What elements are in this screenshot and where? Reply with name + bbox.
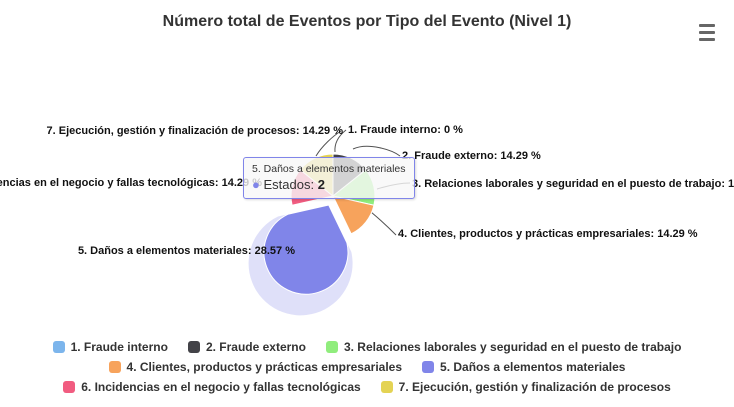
legend-row-1: 1. Fraude interno 2. Fraude externo 3. R… [0, 340, 734, 354]
datalabel-danos-materiales[interactable]: 5. Daños a elementos materiales: 28.57 % [77, 245, 295, 257]
hamburger-menu-icon [699, 38, 715, 41]
legend-row-2: 4. Clientes, productos y prácticas empre… [0, 360, 734, 374]
connector-slice-4 [370, 211, 397, 236]
legend-label: 3. Relaciones laborales y seguridad en e… [343, 340, 682, 354]
legend-label: 4. Clientes, productos y prácticas empre… [126, 360, 403, 374]
connector-slice-1 [334, 129, 347, 153]
tooltip-header: 5. Daños a elementos materiales [252, 163, 406, 175]
legend-swatch-icon [63, 381, 76, 393]
legend-item-incidencias-negocio[interactable]: 6. Incidencias en el negocio y fallas te… [63, 380, 361, 394]
pie-slice-clientes-productos[interactable] [332, 195, 375, 235]
tooltip-series-label: Estados: [263, 177, 315, 192]
datalabel-ejecucion-gestion[interactable]: 7. Ejecución, gestión y finalización de … [46, 125, 343, 137]
datalabel-clientes-productos[interactable]: 4. Clientes, productos y prácticas empre… [398, 228, 698, 240]
chart-title: Número total de Eventos por Tipo del Eve… [162, 13, 572, 30]
pie-slice-danos-materiales-selected[interactable] [263, 204, 349, 295]
legend-item-fraude-interno[interactable]: 1. Fraude interno [52, 340, 168, 354]
legend-label: 5. Daños a elementos materiales [440, 360, 626, 374]
legend-item-danos-materiales[interactable]: 5. Daños a elementos materiales [422, 360, 625, 374]
legend-label: 1. Fraude interno [70, 340, 168, 354]
export-menu-button[interactable] [694, 22, 720, 43]
hamburger-menu-icon [699, 31, 715, 34]
legend-swatch-icon [380, 381, 393, 393]
legend-item-clientes-productos[interactable]: 4. Clientes, productos y prácticas empre… [108, 360, 403, 374]
tooltip-value: 2 [317, 177, 325, 192]
hamburger-menu-icon [699, 24, 715, 27]
connector-slice-2 [352, 145, 401, 157]
datalabel-fraude-externo[interactable]: 2. Fraude externo: 14.29 % [402, 150, 541, 162]
legend-row-3: 6. Incidencias en el negocio y fallas te… [0, 380, 734, 394]
legend-swatch-icon [422, 361, 435, 373]
connector-slice-7 [315, 130, 342, 157]
legend-swatch-icon [187, 341, 200, 353]
tooltip-body: ● Estados: 2 [252, 177, 406, 192]
chart-tooltip: 5. Daños a elementos materiales ● Estado… [243, 157, 415, 199]
legend-label: 2. Fraude externo [205, 340, 306, 354]
chart-legend: 1. Fraude interno 2. Fraude externo 3. R… [0, 340, 734, 394]
legend-label: 6. Incidencias en el negocio y fallas te… [81, 380, 361, 394]
datalabel-fraude-interno[interactable]: 1. Fraude interno: 0 % [348, 124, 463, 136]
legend-swatch-icon [52, 341, 65, 353]
datalabel-incidencias-negocio[interactable]: 6. Incidencias en el negocio y fallas te… [0, 177, 262, 189]
legend-item-fraude-externo[interactable]: 2. Fraude externo [187, 340, 306, 354]
datalabel-relaciones-laborales[interactable]: 3. Relaciones laborales y seguridad en e… [412, 178, 734, 190]
legend-swatch-icon [108, 361, 121, 373]
series-bullet-icon: ● [252, 177, 260, 192]
legend-swatch-icon [325, 341, 338, 353]
legend-item-ejecucion-gestion[interactable]: 7. Ejecución, gestión y finalización de … [380, 380, 671, 394]
legend-label: 7. Ejecución, gestión y finalización de … [398, 380, 671, 394]
legend-item-relaciones-laborales[interactable]: 3. Relaciones laborales y seguridad en e… [325, 340, 682, 354]
